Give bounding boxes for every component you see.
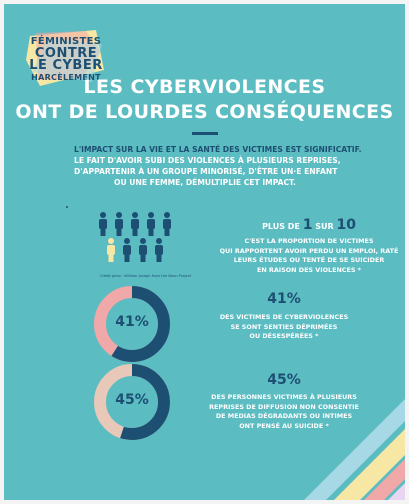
decorative-stripes [304,399,405,500]
donut-chart-45 [94,364,170,440]
donut-label-41: 41% [115,314,149,330]
decorative-dot [66,206,68,208]
person-icon [155,238,163,262]
stat-3-description: DES PERSONNES VICTIMES À PLUSIEURS REPRI… [209,393,359,430]
donut-41-main-segment [94,286,170,362]
logo-line-3: LE CYBER [29,58,103,73]
intro-line-4: OU UNE FEMME, DÉMULTIPLIE CET IMPACT. [114,178,296,187]
person-icon [123,238,131,262]
donut-45-main-segment [94,364,170,440]
logo-line-4: HARCÈLEMENT [31,73,101,82]
highlighted-person-icon [107,238,115,262]
title-divider [192,132,218,135]
page-title-line-1: LES CYBERVIOLENCES [83,76,326,98]
logo-line-2: CONTRE [34,46,98,61]
stat-2-value: 41% [267,291,301,307]
pictogram-credit: Crédit picto : William Joseph from the N… [100,274,192,278]
intro-line-1: L'IMPACT SUR LA VIE ET LA SANTÉ DES VICT… [74,145,362,154]
logo-line-1: FÉMINISTES [30,36,102,47]
intro-line-2: LE FAIT D'AVOIR SUBI DES VIOLENCES À PLU… [74,156,341,165]
logo-background-shape [26,30,104,86]
donut-label-45: 45% [115,392,149,408]
donut-chart-41 [94,286,170,362]
person-icon [163,212,171,236]
intro-line-3: D'APPARTENIR À UN GROUPE MINORISÉ, D'ÊTR… [74,167,338,176]
stat-2-description: DES VICTIMES DE CYBERVIOLENCES SE SONT S… [219,313,349,340]
person-icon [147,212,155,236]
people-pictogram [99,212,171,262]
stat-1-headline: PLUS DE 1 SUR 10 [262,217,356,233]
person-icon [131,212,139,236]
stat-3-value: 45% [267,372,301,388]
page-title-line-2: ONT DE LOURDES CONSÉQUENCES [15,101,394,123]
logo: FÉMINISTES CONTRE LE CYBER HARCÈLEMENT [26,30,106,86]
person-icon [115,212,123,236]
infographic-poster: FÉMINISTES CONTRE LE CYBER HARCÈLEMENT L… [4,4,405,500]
stat-1-description: C'EST LA PROPORTION DE VICTIMES QUI RAPP… [219,237,399,274]
person-icon [139,238,147,262]
person-icon [99,212,107,236]
